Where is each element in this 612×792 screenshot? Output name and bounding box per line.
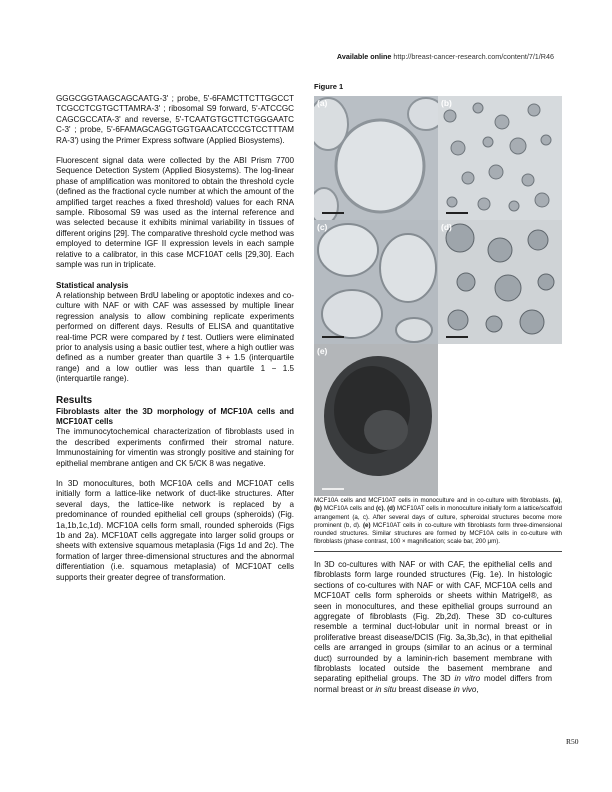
statistical-analysis-paragraph: A relationship between BrdU labeling or … bbox=[56, 290, 294, 384]
results-heading: Results bbox=[56, 394, 93, 406]
panel-c-label: (c) bbox=[317, 222, 328, 232]
running-header: Available online http://breast-cancer-re… bbox=[337, 52, 554, 61]
figure-1: (a) (b) (c) bbox=[314, 96, 562, 496]
panel-b-label: (b) bbox=[441, 98, 452, 108]
panel-d-scale-bar bbox=[446, 336, 468, 338]
figure-caption: MCF10A cells and MCF10AT cells in monocu… bbox=[314, 497, 562, 546]
panel-e-image bbox=[314, 344, 438, 496]
panel-b-micrograph: (b) bbox=[438, 96, 562, 220]
left-column: GGGCGGTAAGCAGCAATG-3' ; probe, 5'-6FAMCT… bbox=[56, 94, 294, 593]
panel-b-scale-bar bbox=[446, 212, 468, 214]
panel-b-image bbox=[438, 96, 562, 220]
panel-e-micrograph: (e) bbox=[314, 344, 438, 496]
available-online-label: Available online bbox=[336, 52, 392, 61]
panel-e-scale-bar bbox=[322, 488, 344, 490]
primer-sequences-paragraph: GGGCGGTAAGCAGCAATG-3' ; probe, 5'-6FAMCT… bbox=[56, 94, 294, 145]
panel-c-micrograph: (c) bbox=[314, 220, 438, 344]
panel-a-micrograph: (a) bbox=[314, 96, 438, 220]
panel-d-micrograph: (d) bbox=[438, 220, 562, 344]
panel-c-image bbox=[314, 220, 438, 344]
panel-a-label: (a) bbox=[317, 98, 328, 108]
right-column: In 3D co-cultures with NAF or with CAF, … bbox=[314, 560, 552, 705]
monoculture-paragraph: In 3D monocultures, both MCF10A cells an… bbox=[56, 479, 294, 582]
immunostaining-paragraph: The immunocytochemical characterization … bbox=[56, 427, 294, 468]
panel-d-label: (d) bbox=[441, 222, 452, 232]
panel-a-scale-bar bbox=[322, 212, 344, 214]
fibroblasts-subheading: Fibroblasts alter the 3D morphology of M… bbox=[56, 406, 294, 426]
coculture-paragraph: In 3D co-cultures with NAF or with CAF, … bbox=[314, 560, 552, 694]
article-url[interactable]: http://breast-cancer-research.com/conten… bbox=[393, 52, 554, 61]
page-number: R50 bbox=[566, 737, 579, 746]
statistical-analysis-heading: Statistical analysis bbox=[56, 280, 129, 290]
panel-d-image bbox=[438, 220, 562, 344]
figure-title: Figure 1 bbox=[314, 82, 344, 91]
panel-e-label: (e) bbox=[317, 346, 328, 356]
fluorescent-signal-paragraph: Fluorescent signal data were collected b… bbox=[56, 156, 294, 270]
panel-a-image bbox=[314, 96, 438, 220]
caption-divider bbox=[314, 551, 562, 552]
panel-c-scale-bar bbox=[322, 336, 344, 338]
